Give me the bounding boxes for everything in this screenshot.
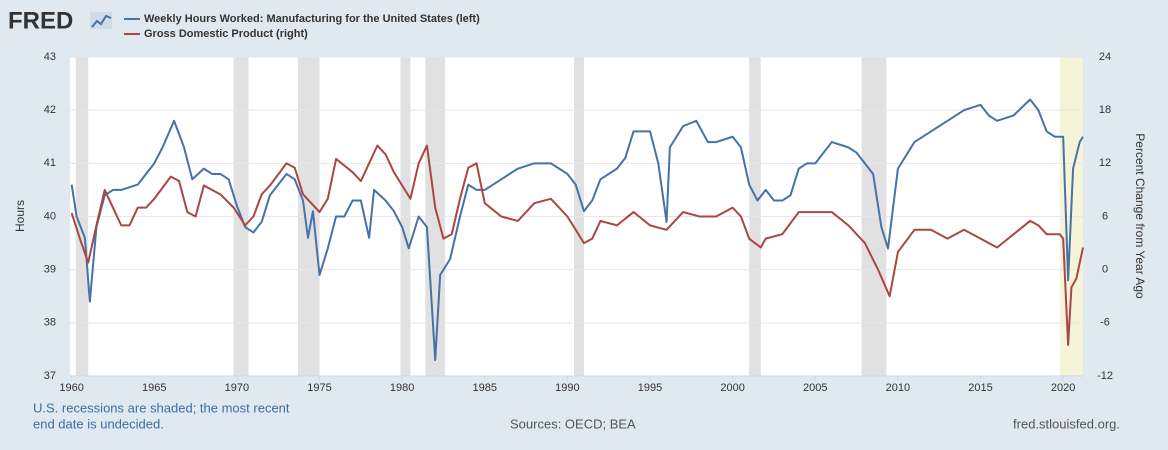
x-tick-label: 1985 <box>473 382 497 394</box>
logo-icon-line <box>91 14 112 28</box>
legend-label: Gross Domestic Product (right) <box>144 28 308 40</box>
y-tick-label: 38 <box>44 317 56 329</box>
line-layer <box>70 98 1084 362</box>
y2-tick-label: 6 <box>1102 210 1108 222</box>
x-tick-label: 2005 <box>803 382 827 394</box>
x-tick-label: 1960 <box>59 382 83 394</box>
y-tick-label: 37 <box>44 370 56 382</box>
x-tick-label: 1995 <box>638 382 662 394</box>
y2-tick-label: -6 <box>1100 317 1110 329</box>
y2-tick-label: 0 <box>1102 264 1108 276</box>
y-tick-label: 41 <box>44 157 56 169</box>
y-tick-label: 42 <box>44 104 56 116</box>
y-tick-label: 43 <box>44 51 56 63</box>
x-tick-label: 2000 <box>720 382 744 394</box>
x-tick-label: 2015 <box>968 382 992 394</box>
y-tick-label: 40 <box>44 210 56 222</box>
y2-tick-label: 12 <box>1099 157 1111 169</box>
x-tick-label: 1980 <box>390 382 414 394</box>
note-line: end date is undecided. <box>33 416 164 431</box>
y-axis-title: Hours <box>13 200 27 232</box>
x-tick-label: 2020 <box>1051 382 1075 394</box>
series-line <box>70 98 1084 362</box>
x-tick-label: 2010 <box>886 382 910 394</box>
credit: fred.stlouisfed.org. <box>1013 416 1120 431</box>
y2-tick-label: 24 <box>1099 51 1111 63</box>
series-line <box>70 144 1084 346</box>
y2-tick-label: 18 <box>1099 104 1111 116</box>
legend-label: Weekly Hours Worked: Manufacturing for t… <box>144 13 480 25</box>
x-tick-label: 1970 <box>225 382 249 394</box>
y2-axis-title: Percent Change from Year Ago <box>1133 133 1147 299</box>
logo: FRED <box>8 7 112 34</box>
y2-tick-label: -12 <box>1097 370 1113 382</box>
y-tick-label: 39 <box>44 264 56 276</box>
sources: Sources: OECD; BEA <box>510 416 636 431</box>
x-tick-label: 1965 <box>142 382 166 394</box>
x-tick-label: 1975 <box>307 382 331 394</box>
logo-text: FRED <box>8 7 73 34</box>
x-tick-label: 1990 <box>555 382 579 394</box>
note-line: U.S. recessions are shaded; the most rec… <box>33 400 290 415</box>
